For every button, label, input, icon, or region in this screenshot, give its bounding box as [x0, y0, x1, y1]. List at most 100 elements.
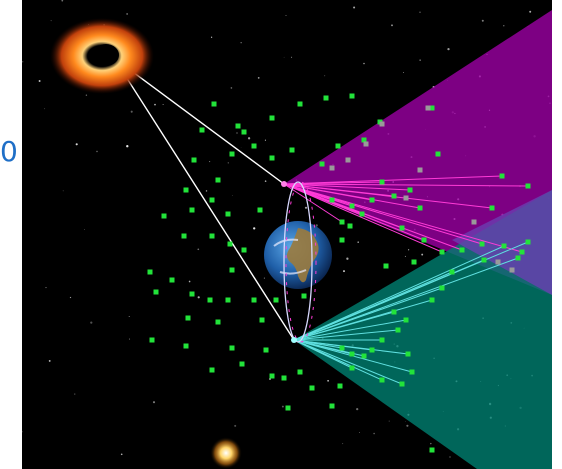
ground-marker: [369, 197, 375, 203]
ground-marker: [241, 247, 247, 253]
ground-marker: [525, 183, 531, 189]
ground-marker: [183, 343, 189, 349]
ground-marker: [421, 237, 427, 243]
satellite-upper-icon: [281, 181, 287, 187]
star: [197, 248, 200, 251]
ground-marker: [359, 211, 365, 217]
star: [128, 315, 130, 318]
ground-marker: [525, 239, 531, 245]
lower-link-line: [293, 339, 409, 355]
star: [408, 249, 410, 251]
ground-marker: [361, 137, 367, 143]
upper-link-line: [283, 183, 443, 253]
ground-marker: [235, 123, 241, 129]
ground-marker: [259, 317, 265, 323]
star: [227, 162, 229, 164]
ground-marker: [319, 161, 325, 167]
ground-marker: [339, 219, 345, 225]
ground-marker: [229, 151, 235, 157]
star: [90, 321, 93, 324]
ground-marker: [361, 353, 367, 359]
ground-marker: [519, 249, 525, 255]
orbit-ring: [283, 181, 313, 343]
ground-marker: [281, 375, 287, 381]
star: [188, 280, 191, 283]
ground-marker: [251, 297, 257, 303]
ground-marker: [309, 385, 315, 391]
ground-marker: [391, 193, 397, 199]
ground-marker: [191, 157, 197, 163]
star: [231, 194, 233, 196]
ground-marker: [229, 345, 235, 351]
ground-marker: [183, 187, 189, 193]
ground-marker: [239, 361, 245, 367]
star: [128, 338, 131, 340]
star: [69, 296, 72, 299]
edge-cropped-text: 0: [0, 135, 18, 168]
ground-marker: [269, 115, 275, 121]
ground-marker: [285, 405, 291, 411]
star: [74, 393, 76, 395]
star: [130, 110, 133, 113]
upper-link-line: [283, 183, 411, 191]
ground-marker: [181, 233, 187, 239]
star: [197, 296, 200, 299]
ground-marker: [161, 213, 167, 219]
ground-marker: [391, 309, 397, 315]
inactive-marker: [509, 267, 515, 273]
ground-marker: [403, 317, 409, 323]
sun-icon: [210, 437, 242, 469]
star: [209, 161, 211, 163]
ground-marker: [337, 383, 343, 389]
inactive-marker: [345, 157, 351, 163]
star: [210, 36, 213, 38]
star: [126, 145, 129, 148]
lower-link-line: [293, 319, 407, 341]
star: [353, 6, 356, 9]
ground-marker: [289, 147, 295, 153]
ground-marker: [379, 179, 385, 185]
star: [240, 42, 242, 44]
star: [404, 255, 406, 257]
star: [126, 13, 128, 15]
star: [96, 150, 98, 153]
star: [234, 424, 237, 427]
inactive-marker: [329, 165, 335, 171]
upper-link-line: [283, 183, 529, 187]
lower-link-line: [293, 245, 505, 341]
star: [357, 241, 359, 243]
ground-marker: [185, 315, 191, 321]
ground-marker: [229, 267, 235, 273]
star: [236, 132, 238, 134]
ground-marker: [339, 345, 345, 351]
ground-marker: [369, 347, 375, 353]
ground-marker: [411, 259, 417, 265]
star: [285, 15, 287, 16]
ground-marker: [199, 127, 205, 133]
ground-markers: [147, 93, 531, 453]
star: [529, 10, 532, 13]
star: [61, 0, 64, 2]
ground-marker: [207, 297, 213, 303]
ground-marker: [407, 187, 413, 193]
star: [281, 405, 284, 408]
inactive-marker: [495, 259, 501, 265]
ground-marker: [399, 381, 405, 387]
ground-marker: [251, 143, 257, 149]
upper-link-line: [283, 183, 343, 223]
ground-marker: [379, 377, 385, 383]
star: [449, 456, 451, 458]
ground-marker: [227, 241, 233, 247]
ground-marker: [489, 205, 495, 211]
star: [405, 420, 407, 422]
satellite-lower-icon: [291, 337, 297, 343]
star: [264, 139, 266, 141]
ground-marker: [169, 277, 175, 283]
ground-marker: [329, 403, 335, 409]
ground-marker: [379, 337, 385, 343]
ground-marker: [209, 233, 215, 239]
star: [315, 224, 318, 227]
star: [388, 420, 390, 422]
ground-marker: [189, 291, 195, 297]
ground-marker: [449, 269, 455, 275]
